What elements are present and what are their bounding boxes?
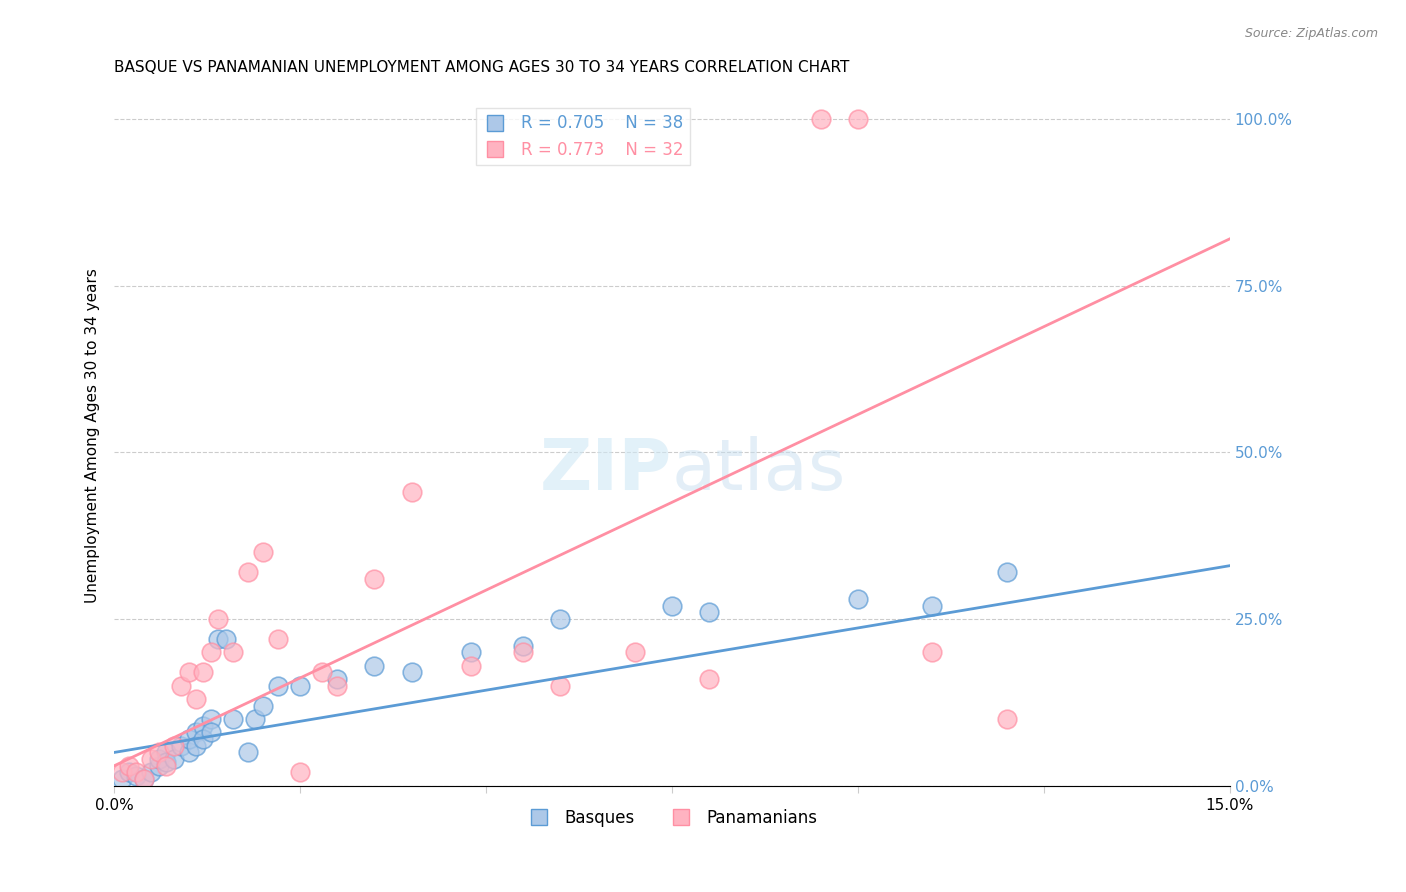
Point [460,645,482,659]
Point [111,772,134,786]
Point [512,639,534,653]
Y-axis label: Unemployment Among Ages 30 to 34 years: Unemployment Among Ages 30 to 34 years [86,268,100,603]
Point [267,679,290,693]
Point [401,665,423,680]
Point [245,712,267,726]
Point [148,752,170,766]
Point [155,746,177,760]
Point [141,752,163,766]
Point [170,739,193,753]
Point [311,665,333,680]
Point [200,725,222,739]
Point [163,739,186,753]
Point [155,758,177,772]
Point [118,758,141,772]
Point [207,632,229,646]
Point [810,112,832,126]
Point [921,599,943,613]
Point [846,112,869,126]
Point [550,679,572,693]
Point [200,712,222,726]
Point [132,772,155,786]
Point [288,679,311,693]
Point [177,746,200,760]
Point [460,658,482,673]
Point [193,732,215,747]
Point [118,765,141,780]
Point [184,725,207,739]
Point [125,765,148,780]
Point [148,746,170,760]
Point [623,645,645,659]
Point [512,645,534,659]
Point [697,606,720,620]
Point [200,645,222,659]
Point [207,612,229,626]
Point [184,739,207,753]
Point [363,572,385,586]
Point [236,566,259,580]
Text: atlas: atlas [672,436,846,505]
Point [921,645,943,659]
Point [661,599,683,613]
Point [363,658,385,673]
Point [995,566,1018,580]
Point [846,592,869,607]
Point [995,712,1018,726]
Point [697,672,720,686]
Point [177,665,200,680]
Point [252,545,274,559]
Point [141,765,163,780]
Point [550,612,572,626]
Point [222,645,245,659]
Point [236,746,259,760]
Point [148,758,170,772]
Point [215,632,238,646]
Point [163,752,186,766]
Point [193,665,215,680]
Text: Source: ZipAtlas.com: Source: ZipAtlas.com [1244,27,1378,40]
Point [401,485,423,500]
Point [326,672,349,686]
Point [326,679,349,693]
Point [252,698,274,713]
Point [193,719,215,733]
Point [111,765,134,780]
Text: BASQUE VS PANAMANIAN UNEMPLOYMENT AMONG AGES 30 TO 34 YEARS CORRELATION CHART: BASQUE VS PANAMANIAN UNEMPLOYMENT AMONG … [114,60,849,75]
Point [222,712,245,726]
Legend: Basques, Panamanians: Basques, Panamanians [520,802,824,833]
Point [267,632,290,646]
Text: ZIP: ZIP [540,436,672,505]
Point [132,772,155,786]
Point [177,732,200,747]
Point [170,679,193,693]
Point [288,765,311,780]
Point [125,769,148,783]
Point [184,692,207,706]
Point [155,756,177,770]
